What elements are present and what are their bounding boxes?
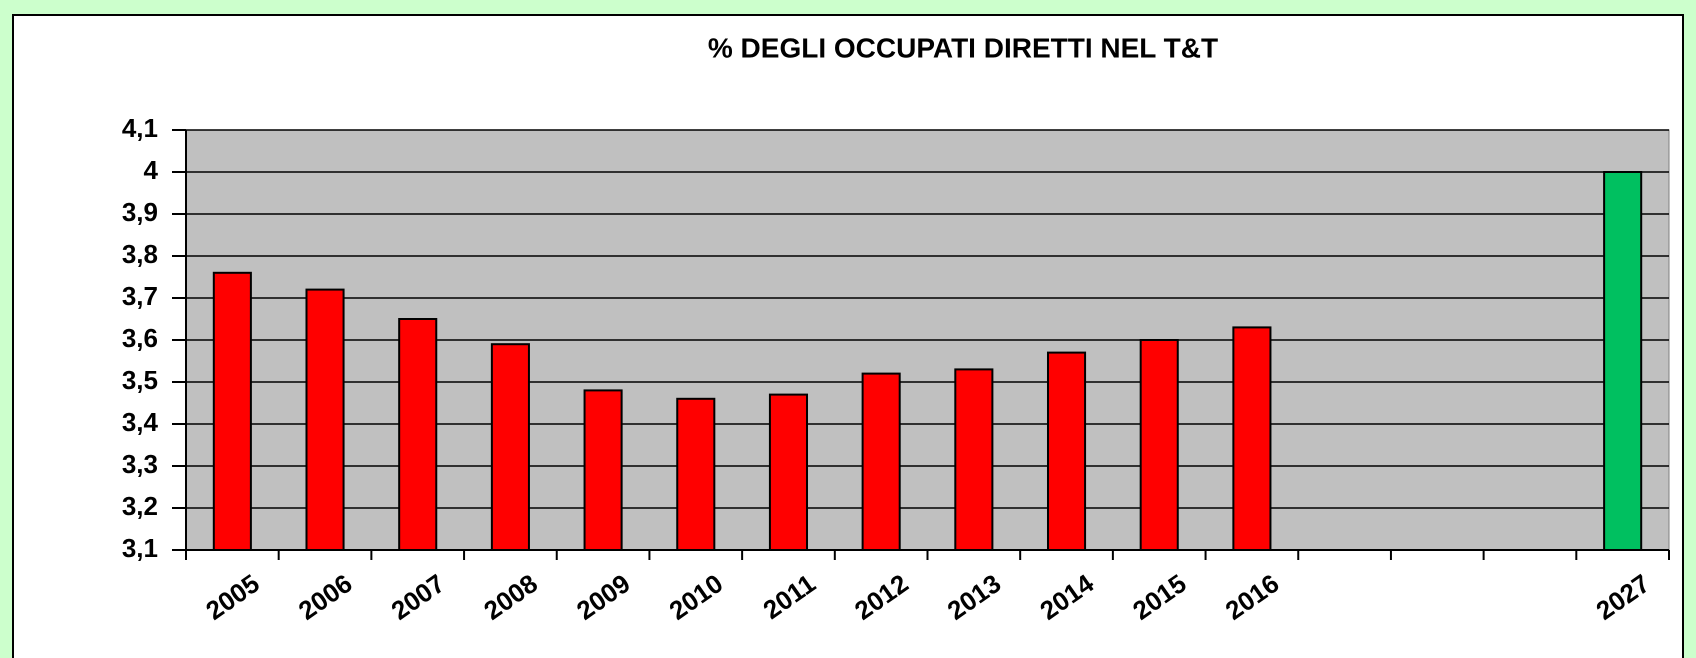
bar: [490, 343, 530, 552]
bar: [1603, 171, 1643, 551]
bar: [305, 288, 345, 551]
bar: [676, 397, 716, 551]
y-tick-label: 3,6: [122, 323, 158, 353]
y-tick-label: 4,1: [122, 113, 158, 143]
y-tick-label: 3,8: [122, 239, 158, 269]
y-tick-label: 3,2: [122, 491, 158, 521]
y-tick-label: 4: [144, 155, 159, 185]
bar: [398, 318, 438, 551]
y-tick-label: 3,5: [122, 365, 158, 395]
bar: [1139, 339, 1179, 551]
chart-title: % DEGLI OCCUPATI DIRETTI NEL T&T: [708, 32, 1218, 63]
y-tick-label: 3,1: [122, 533, 158, 563]
y-tick-label: 3,7: [122, 281, 158, 311]
bar: [861, 372, 901, 551]
y-tick-label: 3,3: [122, 449, 158, 479]
bar: [212, 271, 252, 551]
y-tick-label: 3,4: [122, 407, 159, 437]
bar: [1232, 326, 1272, 551]
bar: [954, 368, 994, 551]
bar: [583, 389, 623, 551]
bar: [768, 393, 809, 551]
bar: [1046, 351, 1087, 551]
y-tick-label: 3,9: [122, 197, 158, 227]
